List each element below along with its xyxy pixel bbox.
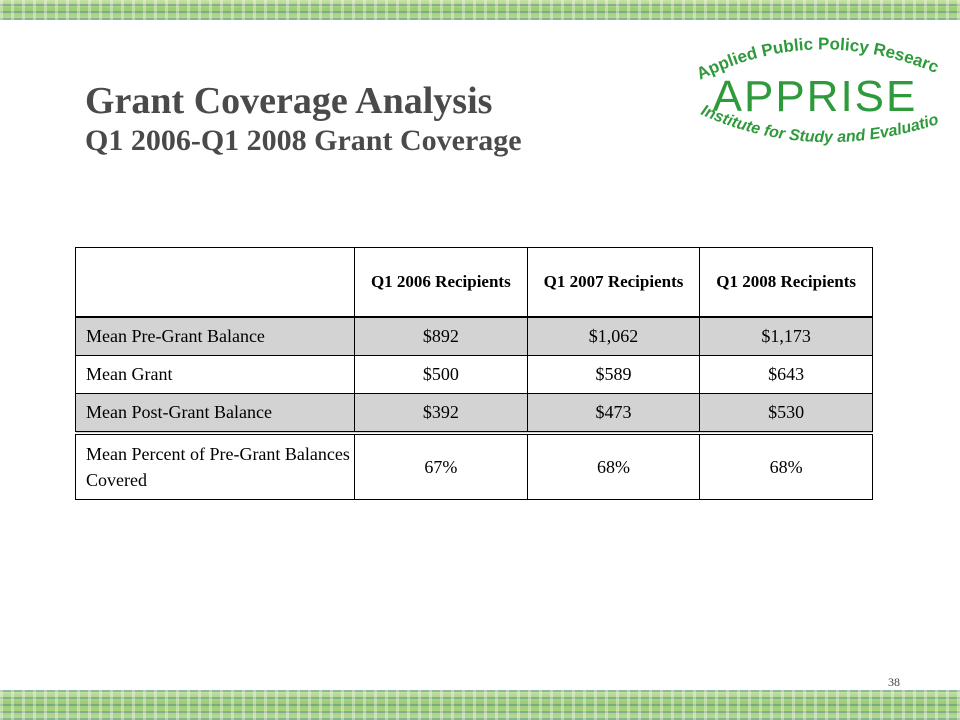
table-row-mean-grant: Mean Grant $500 $589 $643 [75, 355, 873, 394]
table-header-q1-2007: Q1 2007 Recipients [526, 247, 701, 318]
page-number: 38 [888, 675, 900, 689]
top-decorative-banner [0, 0, 960, 20]
table-header-q1-2006: Q1 2006 Recipients [354, 247, 528, 318]
table-cell: 68% [699, 431, 873, 500]
table-row-post-grant-balance: Mean Post-Grant Balance $392 $473 $530 [75, 393, 873, 434]
header-label-q1-2006: Q1 2006 Recipients [370, 272, 511, 291]
table-header-row: Q1 2006 Recipients Q1 2007 Recipients Q1… [75, 247, 873, 318]
table-cell: 67% [354, 431, 528, 500]
logo-main-text: APPRISE [713, 72, 918, 121]
table-header-blank [75, 247, 355, 318]
table-header-q1-2008: Q1 2008 Recipients [699, 247, 873, 318]
table-cell: $1,173 [699, 317, 873, 356]
bottom-decorative-banner [0, 690, 960, 720]
table-cell: $643 [699, 355, 873, 394]
table-cell: $589 [526, 355, 701, 394]
row-label: Mean Pre-Grant Balance [75, 317, 355, 356]
table-row-pre-grant-balance: Mean Pre-Grant Balance $892 $1,062 $1,17… [75, 317, 873, 356]
table-cell: $392 [354, 393, 528, 434]
table-cell: $500 [354, 355, 528, 394]
table-cell: $1,062 [526, 317, 701, 356]
apprise-logo: Applied Public Policy Research APPRISE I… [682, 28, 948, 188]
table-cell: $530 [699, 393, 873, 434]
table-row-percent-covered: Mean Percent of Pre-Grant Balances Cover… [75, 431, 873, 500]
row-label: Mean Grant [75, 355, 355, 394]
table-cell: $473 [526, 393, 701, 434]
row-label: Mean Post-Grant Balance [75, 393, 355, 434]
table-cell: $892 [354, 317, 528, 356]
header-label-q1-2008: Q1 2008 Recipients [716, 272, 857, 291]
slide-title: Grant Coverage Analysis Q1 2006-Q1 2008 … [85, 80, 522, 158]
row-label: Mean Percent of Pre-Grant Balances Cover… [75, 431, 355, 500]
slide-title-line1: Grant Coverage Analysis [85, 80, 493, 122]
header-label-q1-2007: Q1 2007 Recipients [543, 272, 684, 291]
grant-coverage-table: Q1 2006 Recipients Q1 2007 Recipients Q1… [75, 247, 873, 500]
table-cell: 68% [526, 431, 701, 500]
slide-subtitle: Q1 2006-Q1 2008 Grant Coverage [85, 123, 522, 157]
